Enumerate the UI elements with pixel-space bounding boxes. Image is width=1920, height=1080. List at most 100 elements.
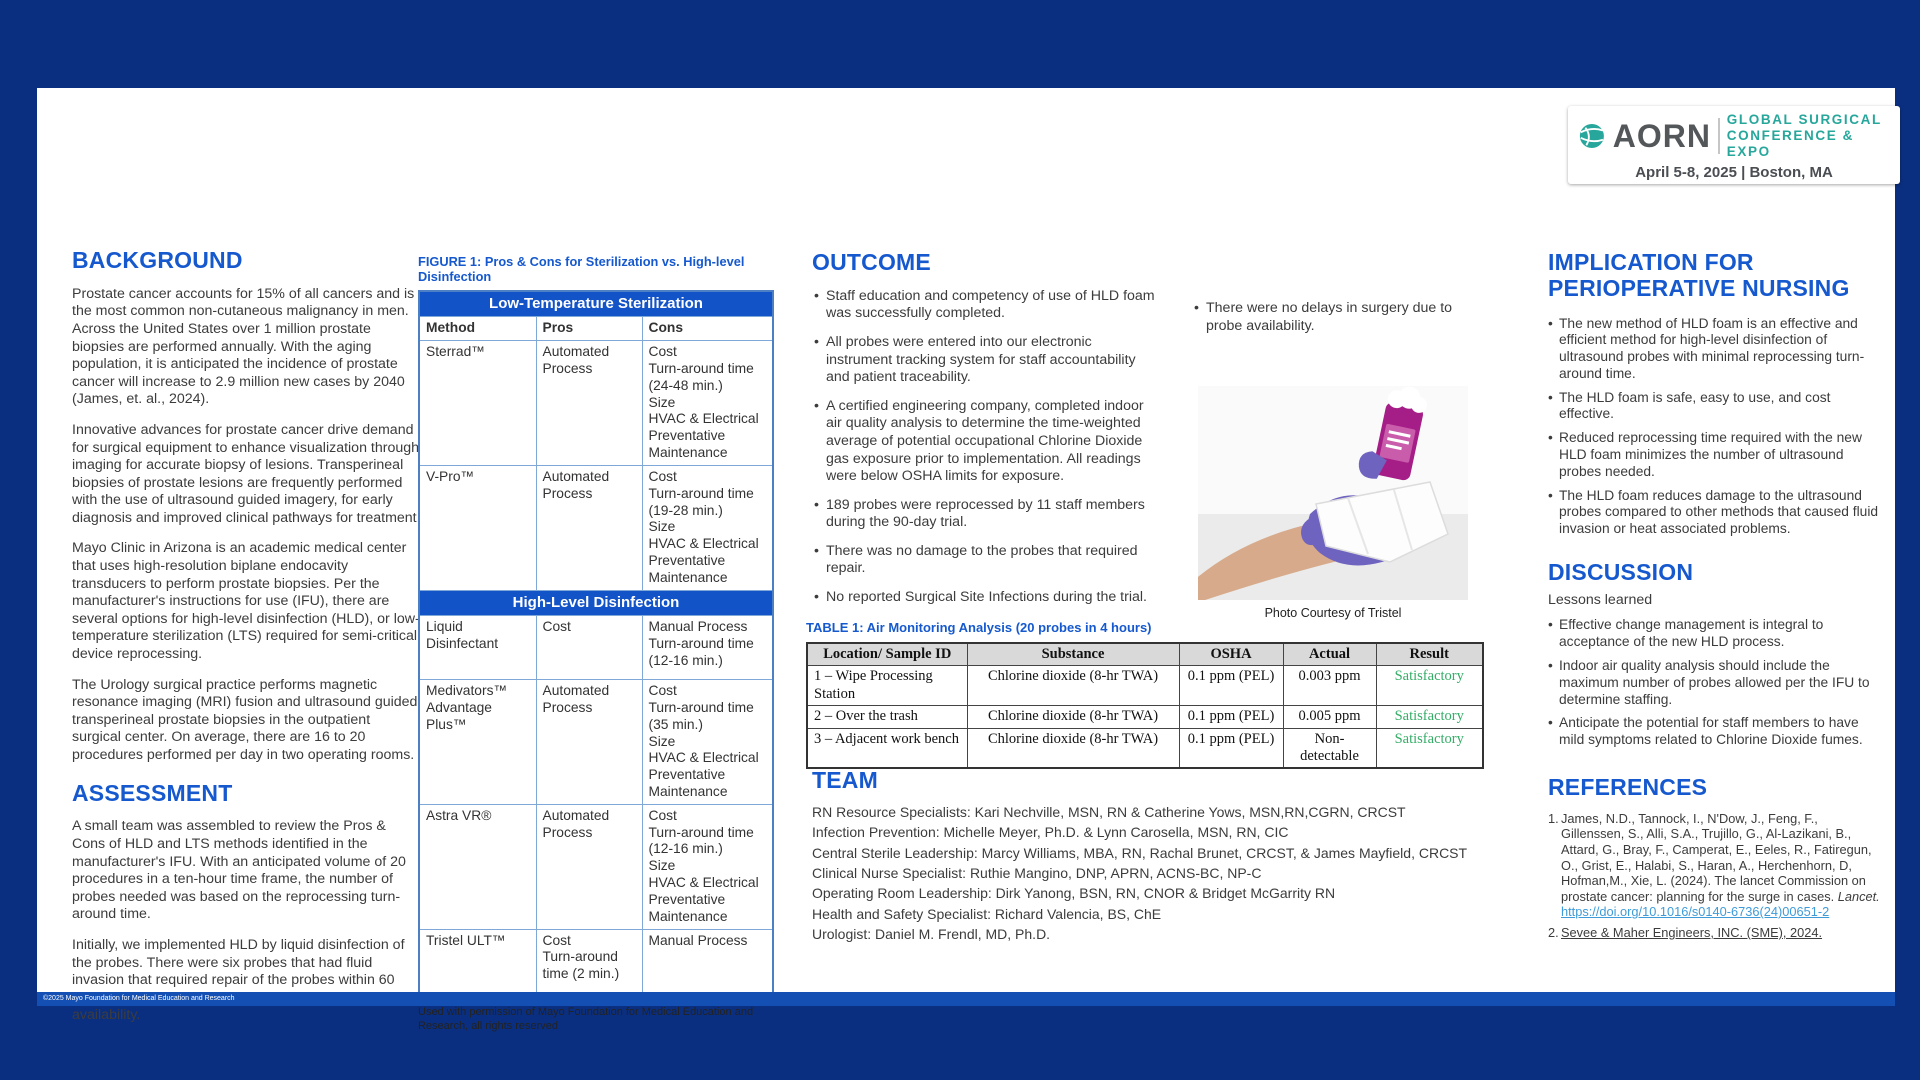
table1-cell: 0.005 ppm [1282, 705, 1377, 729]
team-member-line: RN Resource Specialists: Kari Nechville,… [812, 803, 1406, 820]
table1-cell: Chlorine dioxide (8-hr TWA) [966, 705, 1180, 729]
column-outcome: OUTCOME Staff education and competency o… [812, 249, 1160, 618]
table1-col-header: Substance [966, 642, 1180, 667]
implication-heading: IMPLICATION FOR PERIOPERATIVE NURSING [1548, 249, 1882, 302]
aorn-globe-icon [1579, 124, 1604, 149]
implication-heading-line-1: IMPLICATION FOR [1548, 249, 1754, 275]
outcome-bullet: No reported Surgical Site Infections dur… [812, 589, 1160, 607]
mayo-clinic-logo: MAYO CLINIC [40, 105, 110, 218]
outcome-side-bullets: There were no delays in surgery due to p… [1192, 300, 1482, 346]
discussion-bullet: Anticipate the potential for staff membe… [1548, 715, 1882, 749]
implication-bullet: The new method of HLD foam is an effecti… [1548, 316, 1882, 383]
table1-result-cell: Satisfactory [1375, 705, 1484, 729]
team-member-list: RN Resource Specialists: Kari Nechville,… [812, 802, 1536, 945]
discussion-heading: DISCUSSION [1548, 559, 1694, 586]
figure1-cell-cons: Cost Turn-around time (12-16 min.) Size … [641, 803, 774, 930]
reference-text: James, N.D., Tannock, I., N'Dow, J., Fen… [1561, 810, 1872, 904]
figure1-col-header: Pros [535, 316, 643, 342]
figure1-band-low-temp: Low-Temperature Sterilization [418, 290, 774, 318]
reference-item: 1. James, N.D., Tannock, I., N'Dow, J., … [1548, 811, 1882, 920]
reference-number: 2. [1548, 924, 1559, 940]
page-title-line-1: IMPLEMENTING A NEW METHOD OF HIGH-LEVEL … [407, 110, 1523, 143]
background-paragraph: Mayo Clinic in Arizona is an academic me… [72, 540, 420, 663]
table1-cell: 0.1 ppm (PEL) [1178, 727, 1284, 769]
aorn-tagline-line-2: CONFERENCE & EXPO [1726, 128, 1855, 160]
figure1-cell-cons: Cost Turn-around time (35 min.) Size HVA… [641, 679, 774, 805]
background-paragraph: Prostate cancer accounts for 15% of all … [72, 285, 415, 408]
team-heading: TEAM [812, 767, 878, 793]
aorn-date-location: April 5-8, 2025 | Boston, MA [1635, 163, 1833, 181]
figure1-cell-cons: Manual Process Turn-around time (12-16 m… [641, 615, 774, 681]
figure1-cell-cons: Cost Turn-around time (19-28 min.) Size … [641, 464, 774, 591]
implication-bullet-list: The new method of HLD foam is an effecti… [1548, 316, 1882, 539]
figure1-cell-method: Sterrad™ [418, 340, 537, 466]
figure1-table: Low-Temperature Sterilization Method Pro… [418, 290, 775, 1001]
team-member-line: Health and Safety Specialist: Richard Va… [812, 905, 1162, 922]
table1-cell: Chlorine dioxide (8-hr TWA) [966, 727, 1180, 769]
implication-bullet: The HLD foam reduces damage to the ultra… [1548, 488, 1882, 538]
outcome-bullet: A certified engineering company, complet… [812, 398, 1160, 486]
aorn-conference-badge: AORN GLOBAL SURGICAL CONFERENCE & EXPO A… [1568, 106, 1900, 184]
reference-number: 1. [1548, 810, 1559, 826]
discussion-bullet: Effective change management is integral … [1548, 617, 1882, 651]
reference-source: Lancet. [1837, 888, 1880, 904]
mayo-shields-icon [45, 154, 95, 211]
copyright-text: ©2025 Mayo Foundation for Medical Educat… [43, 995, 235, 1002]
figure1-cell-method: Liquid Disinfectant [418, 615, 537, 681]
outcome-bullet: There were no delays in surgery due to p… [1192, 300, 1482, 335]
discussion-intro: Lessons learned [1548, 591, 1653, 608]
team-member-line: Central Sterile Leadership: Marcy Willia… [812, 844, 1468, 861]
authors-block: Catherine Yows, MSN, RN, CGRN, CRCST, Mi… [300, 191, 1630, 226]
figure1-cell-pros: Automated Process [535, 803, 643, 930]
table1-cell: 1 – Wipe Processing Station [806, 665, 968, 707]
outcome-bullet-list: Staff education and competency of use of… [812, 288, 1160, 607]
table1-cell: 0.003 ppm [1282, 665, 1377, 707]
figure1-cell-cons: Cost Turn-around time (24-48 min.) Size … [641, 340, 774, 466]
assessment-heading: ASSESSMENT [72, 779, 233, 806]
reference-item: 2. Sevee & Maher Engineers, INC. (SME), … [1548, 925, 1882, 941]
table1-cell: 3 – Adjacent work bench [806, 727, 968, 769]
aorn-divider [1717, 118, 1720, 155]
team-member-line: Urologist: Daniel M. Frendl, MD, Ph.D. [812, 926, 1051, 943]
implication-heading-line-2: PERIOPERATIVE NURSING [1548, 274, 1850, 301]
table1-cell: 2 – Over the trash [806, 705, 968, 729]
figure1-cell-method: Tristel ULT™ [418, 928, 537, 1000]
reference-doi-link[interactable]: https://doi.org/10.1016/s0140-6736(24)00… [1561, 904, 1830, 920]
mayo-logo-word-2: CLINIC [40, 125, 110, 147]
authors-line-2: Ruthie R. Mangino, DNP, APRN, ACNS-BC, N… [756, 210, 1174, 223]
table1-col-header: Actual [1282, 642, 1377, 667]
column-figure1: FIGURE 1: Pros & Cons for Sterilization … [418, 254, 775, 1034]
background-paragraph: Innovative advances for prostate cancer … [72, 421, 421, 526]
page-title-line-2: ULTRASOUND PROBES [791, 144, 1139, 178]
figure1-cell-pros: Cost [535, 615, 643, 681]
discussion-bullet: Indoor air quality analysis should inclu… [1548, 658, 1882, 708]
aorn-tagline-line-1: GLOBAL SURGICAL [1726, 112, 1882, 127]
references-heading: REFERENCES [1548, 773, 1708, 800]
outcome-bullet: Staff education and competency of use of… [812, 288, 1160, 323]
background-paragraph: The Urology surgical practice performs m… [72, 676, 418, 763]
aorn-wordmark: AORN [1612, 118, 1711, 155]
figure1-caption: FIGURE 1: Pros & Cons for Sterilization … [418, 254, 745, 284]
aorn-tagline: GLOBAL SURGICAL CONFERENCE & EXPO [1727, 112, 1890, 161]
table1-cell: Non-detectable [1282, 727, 1377, 769]
table1-result-cell: Satisfactory [1375, 665, 1484, 707]
figure1-cell-pros: Cost Turn-around time (2 min.) [535, 928, 643, 1000]
table1-col-header: Location/ Sample ID [806, 642, 968, 667]
table1-caption: TABLE 1: Air Monitoring Analysis (20 pro… [806, 620, 1152, 635]
figure1-footnote: Used with permission of Mayo Foundation … [418, 1006, 754, 1032]
figure1-col-header: Method [418, 316, 537, 342]
table1-result-cell: Satisfactory [1375, 727, 1484, 769]
team-member-line: Clinical Nurse Specialist: Ruthie Mangin… [812, 864, 1262, 881]
discussion-bullet-list: Effective change management is integral … [1548, 617, 1882, 749]
authors-line-1: Catherine Yows, MSN, RN, CGRN, CRCST, Mi… [637, 193, 1293, 206]
mayo-logo-word-1: MAYO [40, 105, 100, 126]
team-member-line: Operating Room Leadership: Dirk Yanong, … [812, 885, 1336, 902]
column-background: BACKGROUND Prostate cancer accounts for … [72, 247, 422, 1038]
poster-footer-bar: ©2025 Mayo Foundation for Medical Educat… [37, 992, 1895, 1006]
figure1-col-header: Cons [641, 316, 774, 342]
assessment-paragraph: A small team was assembled to review the… [72, 818, 406, 923]
figure1-cell-pros: Automated Process [535, 340, 643, 466]
figure1-cell-pros: Automated Process [535, 679, 643, 805]
figure1-cell-pros: Automated Process [535, 464, 643, 591]
